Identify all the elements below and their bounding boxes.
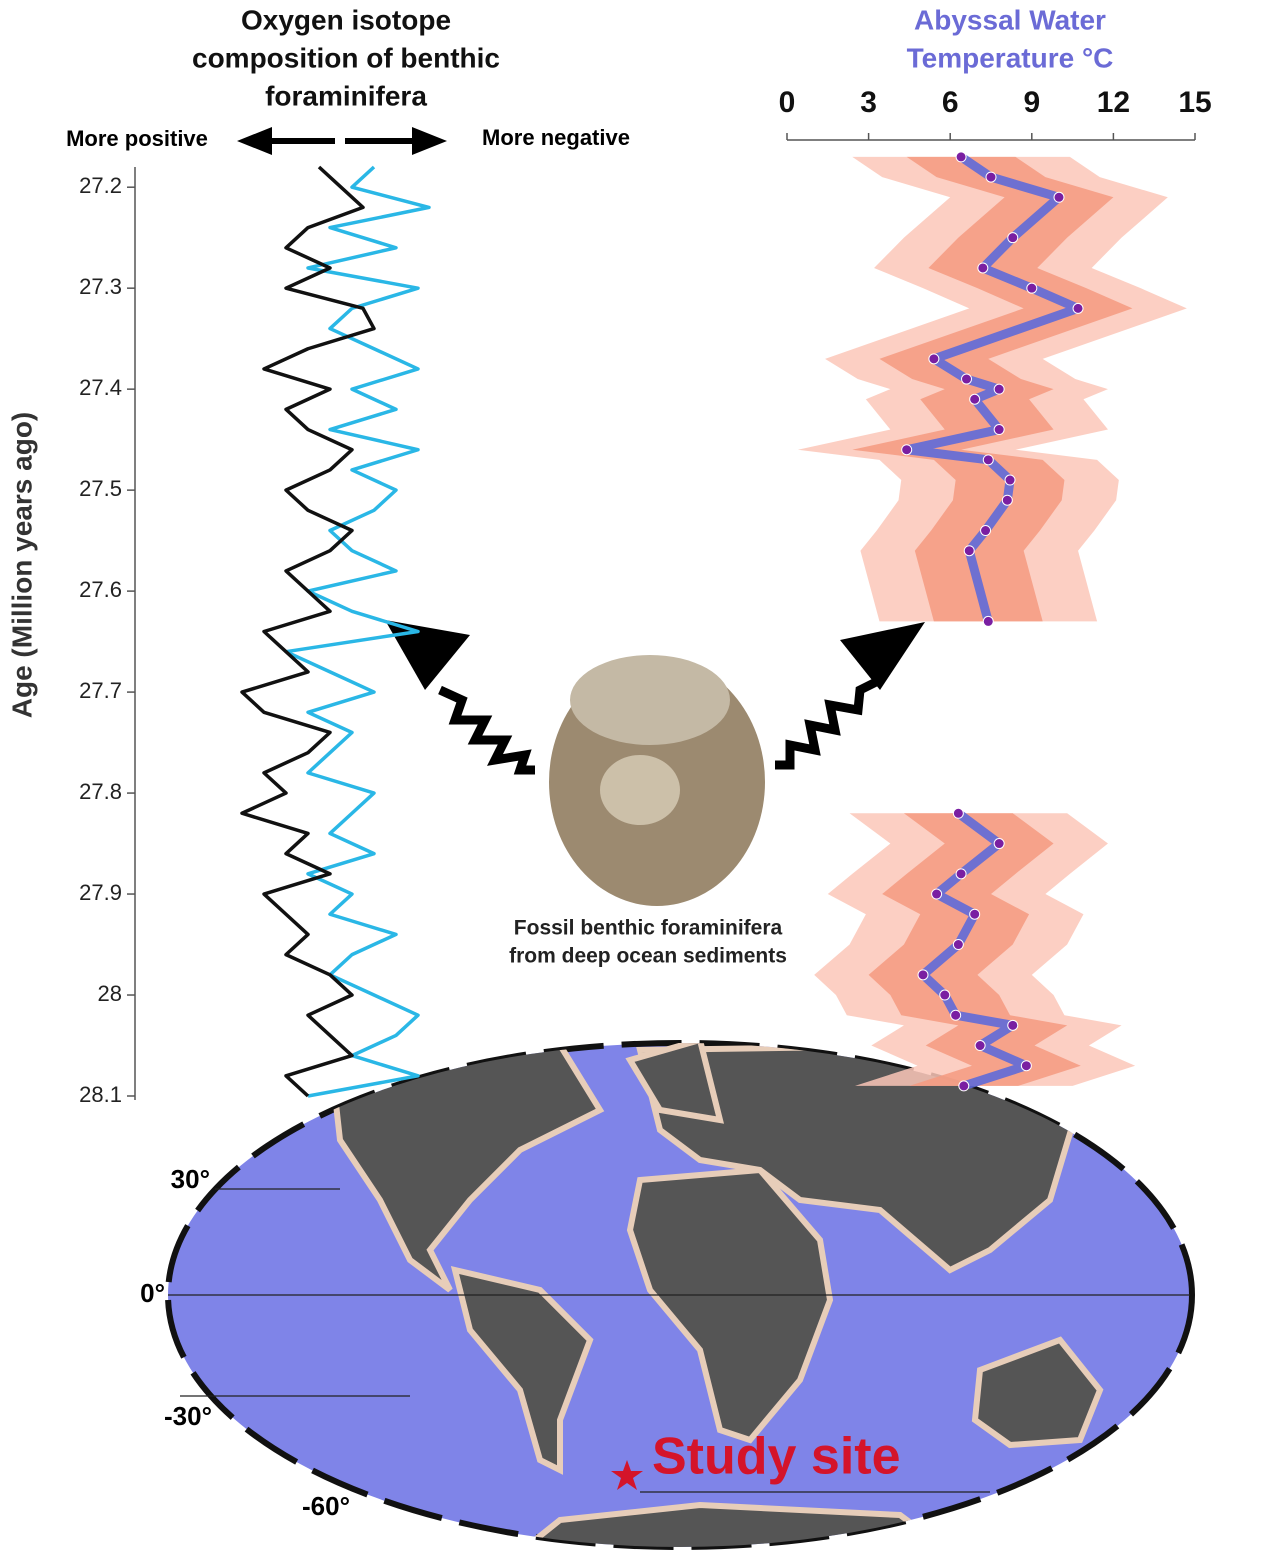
annotation: More positive	[66, 126, 208, 151]
foraminifera-photo: Fossil benthic foraminifera from deep oc…	[385, 620, 925, 968]
data-point	[931, 888, 943, 900]
foraminifera-highlight	[600, 755, 680, 825]
data-point	[993, 838, 1005, 850]
latitude-label: -60°	[302, 1491, 350, 1521]
latitude-label: 30°	[171, 1164, 210, 1194]
data-point	[1053, 191, 1065, 203]
chart-title: Abyssal Water	[914, 4, 1106, 35]
y-axis-label: Age (Million years ago)	[6, 412, 37, 719]
study-site-star	[611, 1460, 643, 1490]
x-tick-label: 15	[1178, 86, 1211, 119]
y-tick-label: 28	[98, 981, 122, 1006]
error-band	[868, 813, 1081, 1086]
squiggle-arrow	[775, 675, 883, 770]
data-point	[958, 1080, 970, 1092]
data-point	[952, 807, 964, 819]
data-point	[1020, 1060, 1032, 1072]
x-tick-label: 6	[942, 86, 959, 119]
data-point	[1026, 282, 1038, 294]
x-tick-label: 3	[860, 86, 877, 119]
series-line	[240, 165, 376, 1098]
data-point	[939, 989, 951, 1001]
chart-title: composition of benthic	[192, 42, 500, 73]
data-point	[952, 939, 964, 951]
squiggle-arrow	[438, 685, 535, 775]
y-tick-label: 27.8	[79, 779, 122, 804]
data-point	[917, 969, 929, 981]
foraminifera-chamber	[570, 655, 730, 745]
data-point	[950, 1009, 962, 1021]
arrow-head	[385, 620, 470, 690]
data-point	[928, 353, 940, 365]
continents	[326, 1043, 1104, 1547]
x-tick-label: 9	[1023, 86, 1040, 119]
annotation: More negative	[482, 125, 630, 150]
arrow-head	[840, 622, 925, 690]
data-point	[1001, 494, 1013, 506]
x-tick-label: 12	[1097, 86, 1130, 119]
y-tick-label: 27.7	[79, 678, 122, 703]
latitude-label: -30°	[164, 1401, 212, 1431]
data-point	[982, 454, 994, 466]
data-point	[982, 615, 994, 627]
data-point	[1004, 474, 1016, 486]
latitude-lines	[168, 1188, 1190, 1493]
isotope-axis-arrows	[237, 127, 447, 155]
photo-caption: from deep ocean sediments	[509, 945, 787, 968]
y-tick-label: 27.5	[79, 476, 122, 501]
data-point	[969, 393, 981, 405]
data-point	[963, 545, 975, 557]
data-point	[1072, 302, 1084, 314]
y-tick-label: 27.6	[79, 577, 122, 602]
chart-title: Oxygen isotope	[241, 4, 451, 35]
data-point	[955, 868, 967, 880]
data-point	[1007, 1019, 1019, 1031]
data-point	[985, 171, 997, 183]
data-point	[1007, 232, 1019, 244]
chart-title: foraminifera	[265, 80, 427, 111]
latitude-label: 0°	[140, 1278, 165, 1308]
y-tick-label: 28.1	[79, 1082, 122, 1107]
photo-caption: Fossil benthic foraminifera	[514, 917, 783, 940]
chart-title: Temperature °C	[907, 42, 1114, 73]
y-tick-label: 27.2	[79, 173, 122, 198]
y-tick-label: 27.9	[79, 880, 122, 905]
study-site-label: Study site	[652, 1428, 901, 1486]
y-tick-label: 27.4	[79, 375, 122, 400]
world-map: 30° 0° -30° -60° Study site	[140, 1040, 1195, 1550]
data-point	[969, 908, 981, 920]
data-point	[901, 444, 913, 456]
data-point	[977, 262, 989, 274]
data-point	[980, 525, 992, 537]
data-point	[993, 383, 1005, 395]
data-point	[974, 1040, 986, 1052]
x-tick-label: 0	[779, 86, 796, 119]
data-point	[961, 373, 973, 385]
series-line	[284, 165, 431, 1098]
data-point	[993, 424, 1005, 436]
data-point	[955, 151, 967, 163]
y-tick-label: 27.3	[79, 274, 122, 299]
